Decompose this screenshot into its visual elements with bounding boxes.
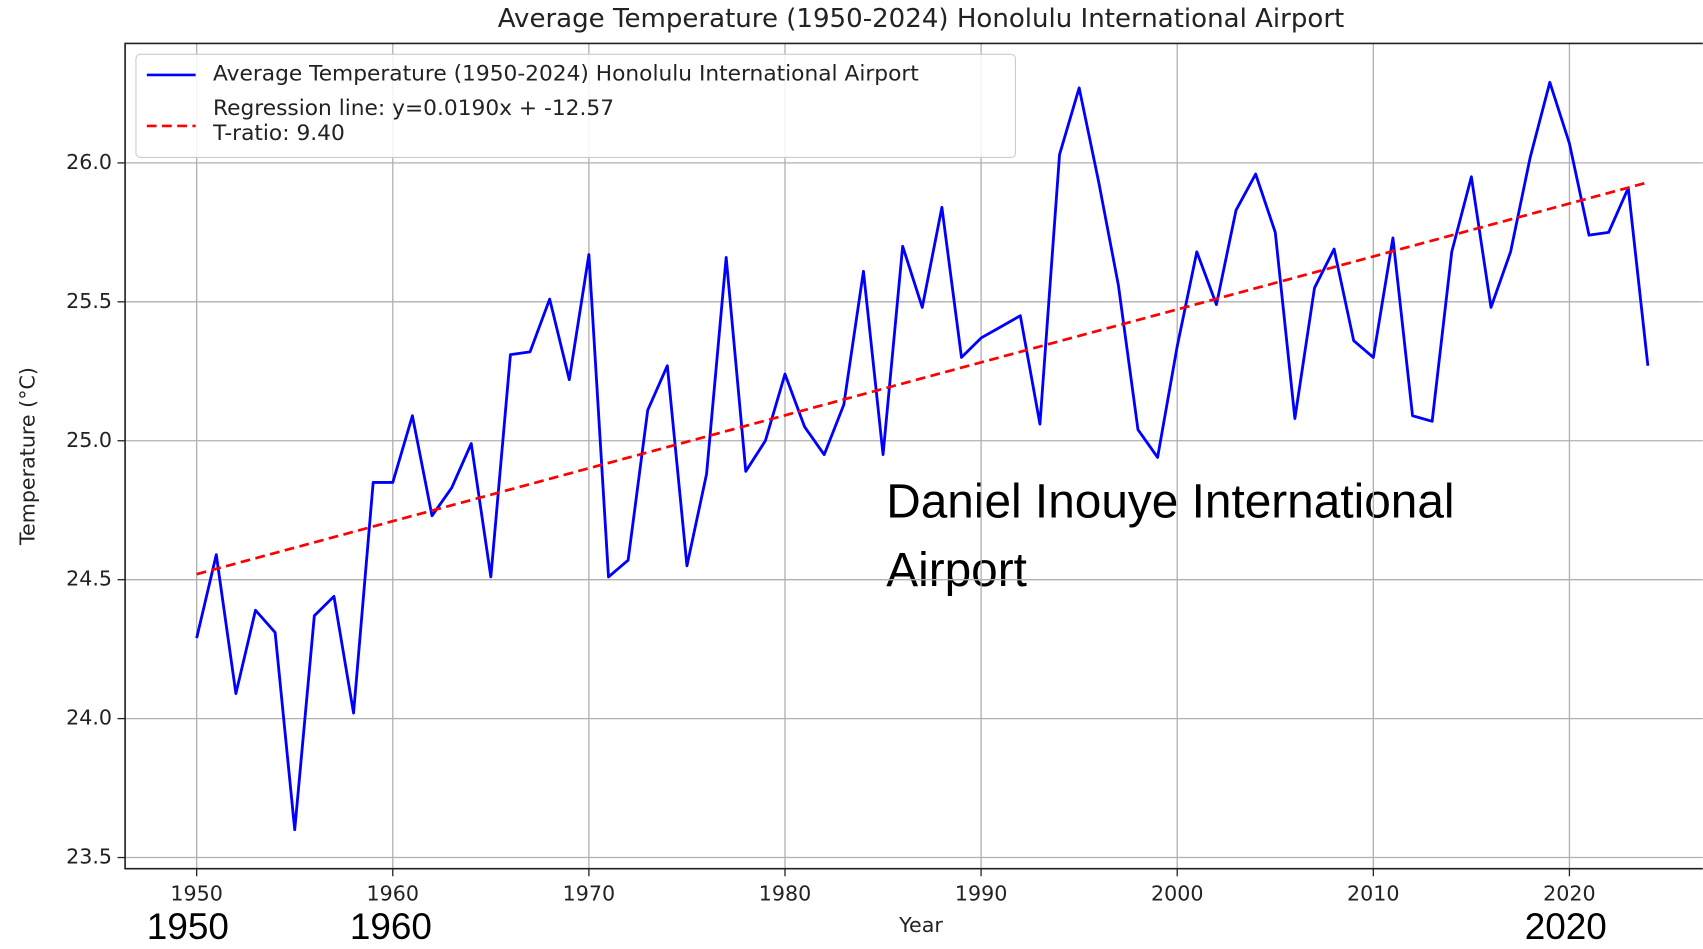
chart-title: Average Temperature (1950-2024) Honolulu… bbox=[498, 4, 1345, 34]
x-tick-label: 1980 bbox=[759, 882, 812, 906]
x-tick-label: 2010 bbox=[1347, 882, 1400, 906]
legend-label: Regression line: y=0.0190x + -12.57 T-ra… bbox=[213, 95, 615, 146]
y-tick-label: 26.0 bbox=[66, 150, 112, 174]
overlay-year-label: 1960 bbox=[350, 906, 432, 947]
legend-entry: Regression line: y=0.0190x + -12.57 T-ra… bbox=[213, 95, 615, 146]
annotation: Daniel Inouye International bbox=[886, 476, 1454, 529]
series-line bbox=[195, 80, 1650, 832]
y-tick-label: 25.5 bbox=[66, 289, 112, 313]
x-tick-label: 1960 bbox=[367, 882, 420, 906]
overlay-year-label: 1950 bbox=[147, 906, 229, 947]
legend-entry: Average Temperature (1950-2024) Honolulu… bbox=[213, 60, 919, 86]
legend-box bbox=[135, 53, 1017, 158]
x-tick-label: 1970 bbox=[563, 882, 616, 906]
x-tick-label: 1990 bbox=[955, 882, 1008, 906]
annotation: Airport bbox=[886, 544, 1027, 597]
y-tick-label: 25.0 bbox=[66, 428, 112, 452]
series-line bbox=[196, 181, 1649, 576]
x-axis-label: Year bbox=[898, 913, 943, 937]
y-tick-label: 24.5 bbox=[66, 567, 112, 591]
legend-label: Average Temperature (1950-2024) Honolulu… bbox=[213, 60, 919, 86]
x-tick-label: 2000 bbox=[1151, 882, 1204, 906]
overlay-year-label: 2020 bbox=[1525, 906, 1607, 947]
y-tick-label: 23.5 bbox=[66, 845, 112, 869]
y-tick-label: 24.0 bbox=[66, 706, 112, 730]
y-axis-label: Temperature (°C) bbox=[15, 367, 39, 546]
x-tick-label: 2020 bbox=[1543, 882, 1596, 906]
axis-frame bbox=[124, 42, 1703, 870]
x-tick-label: 1950 bbox=[170, 882, 223, 906]
